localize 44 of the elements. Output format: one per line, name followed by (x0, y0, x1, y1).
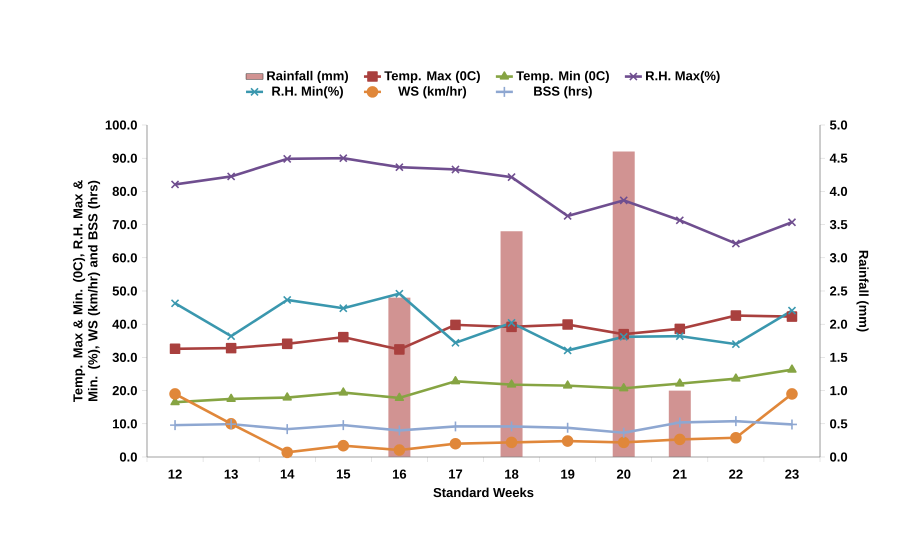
legend-label: Rainfall (mm) (267, 70, 348, 83)
legend-label: Temp. Min (0C) (516, 70, 609, 83)
y-tick-label: 80.0 (112, 186, 137, 196)
y-tick-label: 50.0 (112, 286, 137, 296)
y2-tick-label: 1.0 (830, 386, 848, 396)
x-tick-label: 20 (616, 470, 630, 479)
legend-label: Temp. Max (0C) (384, 70, 480, 83)
y2-tick-label: 5.0 (830, 120, 848, 130)
x-tick-label: 22 (729, 470, 743, 479)
x-tick-label: 14 (280, 470, 294, 478)
x-tick-label: 16 (392, 470, 406, 479)
y2-tick-label: 2.0 (830, 320, 848, 329)
x-tick-label: 18 (505, 470, 518, 479)
y2-tick-label: 4.5 (830, 154, 848, 163)
y-tick-label: 30.0 (112, 352, 137, 362)
x-tick-label: 19 (561, 470, 574, 479)
y-tick-label: 90.0 (112, 154, 137, 163)
y-tick-label: 20.0 (112, 386, 137, 396)
legend-label: R.H. Min(%) (272, 86, 343, 98)
y-axis-title: Temp. Max & Min. (0C), R.H. Max & Min. (%), WS (km/hr) and BSS (hrs) (72, 180, 100, 402)
y2-tick-label: 0.5 (830, 419, 848, 428)
x-tick-label: 15 (336, 470, 350, 479)
y2-tick-label: 4.0 (830, 186, 848, 196)
y2-tick-label: 1.5 (830, 352, 848, 362)
x-tick-label: 12 (168, 470, 182, 479)
legend-label: R.H. Max(%) (646, 70, 720, 83)
y2-tick-label: 0.0 (830, 452, 848, 462)
y-tick-label: 0.0 (120, 452, 137, 462)
y-tick-label: 70.0 (112, 220, 137, 230)
y2-axis-title: Rainfall (mm) (856, 250, 869, 332)
y-tick-label: 10.0 (112, 419, 137, 428)
y2-tick-label: 3.5 (830, 220, 848, 230)
y2-tick-label: 2.5 (830, 286, 848, 296)
x-tick-label: 23 (785, 470, 799, 479)
legend-label: WS (km/hr) (398, 86, 466, 98)
y-tick-label: 40.0 (112, 320, 137, 329)
y2-tick-label: 3.0 (830, 253, 848, 262)
x-tick-label: 21 (673, 470, 687, 479)
x-tick-label: 13 (224, 470, 238, 479)
x-tick-label: 17 (449, 470, 462, 478)
x-axis-title: Standard Weeks (433, 488, 534, 498)
y-tick-label: 60.0 (112, 253, 137, 262)
y-tick-label: 100.0 (106, 120, 137, 130)
legend-label: BSS (hrs) (534, 86, 592, 98)
